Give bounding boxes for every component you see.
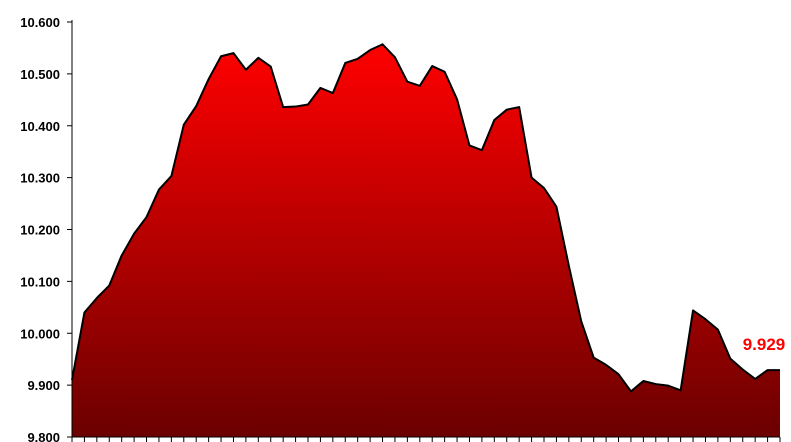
data-point [580,320,582,322]
data-point [568,265,570,267]
y-axis-tick-labels: 9.800 9.900 10.000 10.100 10.200 10.300 10.400… [20,15,60,442]
data-point [195,105,197,107]
series-line [71,43,780,393]
data-point [767,369,769,371]
data-point [642,380,644,382]
data-point [208,78,210,80]
data-point [729,358,731,360]
data-point [704,318,706,320]
data-point [369,49,371,51]
data-point [593,357,595,359]
data-point [245,69,247,71]
data-point [96,297,98,299]
data-point [444,71,446,73]
data-point [332,92,334,94]
data-point [742,369,744,371]
y-tick-label: 10.000 [20,326,60,341]
data-point [518,106,520,108]
data-point [717,329,719,331]
last-value-label: 9.929 [743,335,786,354]
data-point [680,389,682,391]
data-point [655,383,657,385]
data-point [419,85,421,87]
data-point [232,52,234,54]
data-point [282,106,284,108]
data-point [183,124,185,126]
y-tick-label: 10.300 [20,171,60,186]
data-point [382,43,384,45]
data-point [531,177,533,179]
data-point [630,390,632,392]
y-tick-label: 10.500 [20,67,60,82]
data-point [394,56,396,58]
series-area-fill [72,44,780,438]
data-point [257,57,259,59]
data-point [468,144,470,146]
data-point [605,364,607,366]
y-tick-label: 10.100 [20,274,60,289]
y-tick-label: 9.800 [27,430,60,442]
data-point [555,206,557,208]
data-point [344,62,346,64]
data-point [319,87,321,89]
data-point [481,149,483,151]
data-point [133,233,135,235]
data-point [270,66,272,68]
data-point [121,254,123,256]
y-tick-label: 10.400 [20,119,60,134]
data-point [406,81,408,83]
data-point [431,65,433,67]
y-tick-label: 9.900 [27,378,60,393]
data-point [158,189,160,191]
data-point [692,309,694,311]
data-point [307,103,309,105]
data-point [667,385,669,387]
y-tick-label: 10.200 [20,223,60,238]
data-point [170,175,172,177]
data-point [108,285,110,287]
data-point [295,106,297,108]
data-point [543,187,545,189]
data-point [754,378,756,380]
data-point [493,119,495,121]
data-point [618,373,620,375]
data-point [456,98,458,100]
data-point [83,312,85,314]
y-tick-label: 10.600 [20,15,60,30]
data-point [779,369,781,371]
data-point [506,109,508,111]
data-point [146,216,148,218]
axes [67,20,781,442]
data-point [357,58,359,60]
data-point [220,55,222,57]
